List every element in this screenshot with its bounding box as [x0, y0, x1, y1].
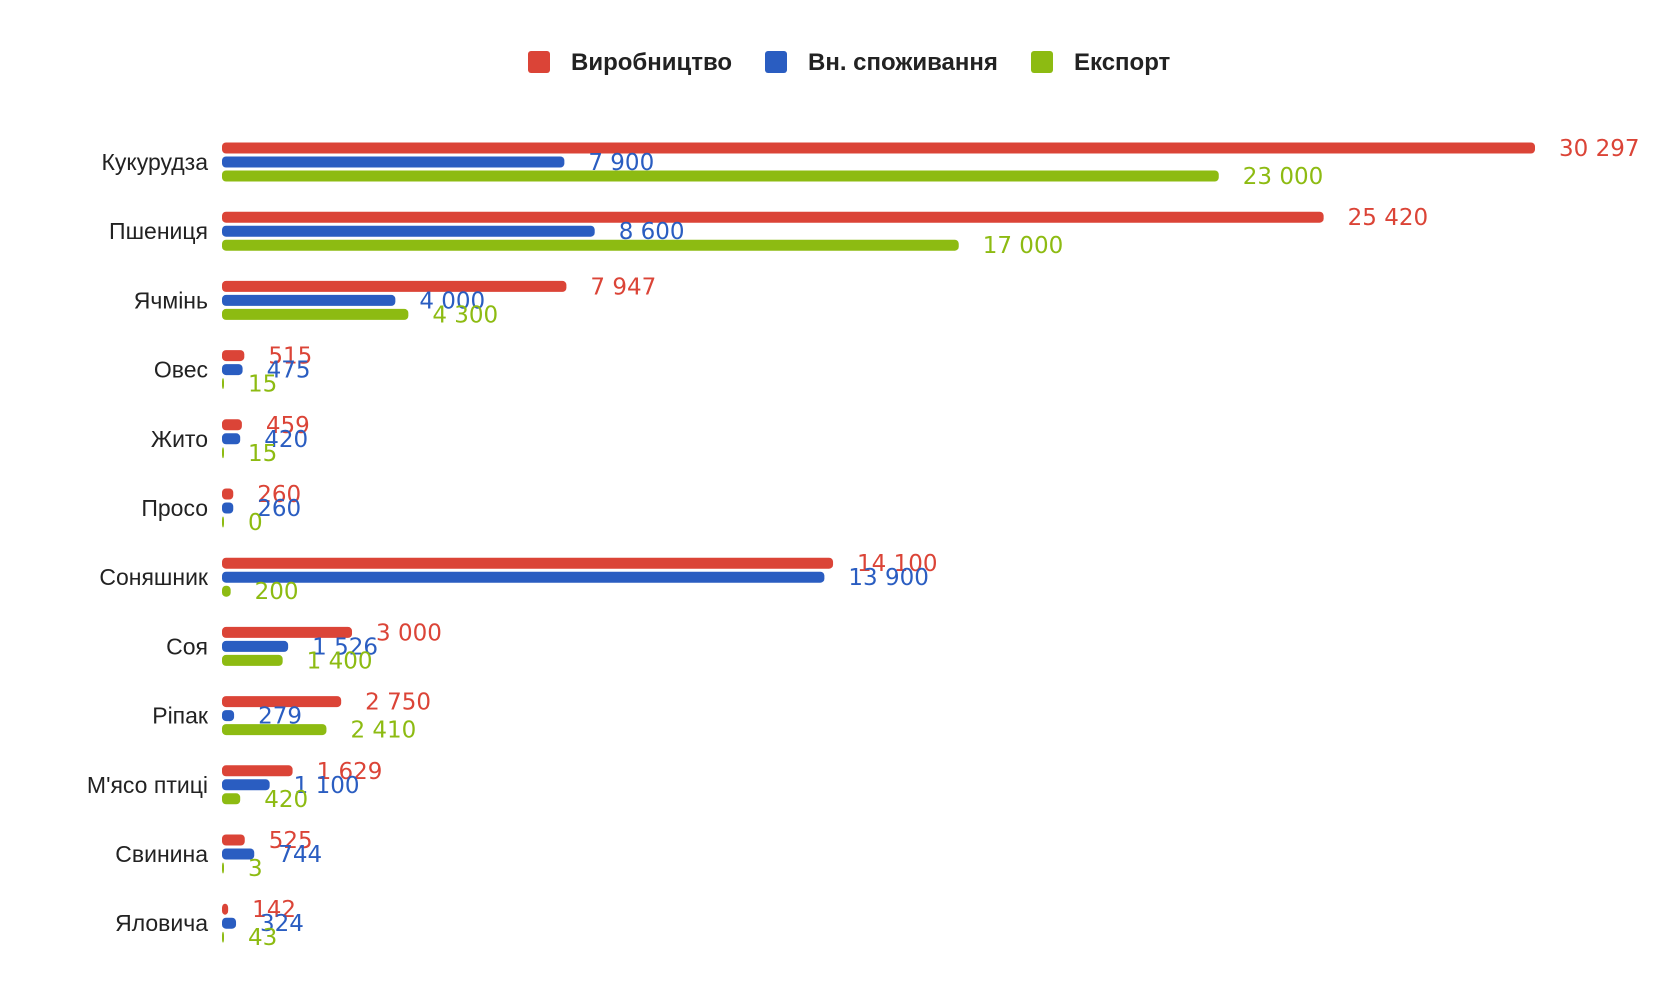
value-label-series-3: 0 [248, 510, 263, 536]
bar-series-3 [222, 308, 409, 320]
value-label-series-1: 25 420 [1348, 205, 1428, 231]
category-label: М'ясо птиці [87, 772, 208, 798]
bar-series-2 [222, 433, 241, 445]
value-label-series-3: 2 410 [350, 718, 416, 744]
value-label-series-1: 515 [268, 344, 312, 370]
legend-label-2: Вн. споживання [808, 49, 998, 76]
category-label: Яловича [115, 910, 208, 936]
value-label-series-1: 1 629 [317, 759, 383, 785]
bar-series-2 [222, 640, 289, 652]
value-label-series-2: 260 [257, 496, 301, 522]
bar-series-1 [222, 903, 229, 915]
bar-series-1 [222, 834, 245, 846]
value-label-series-2: 475 [267, 358, 311, 384]
bar-series-1 [222, 626, 353, 638]
value-label-series-2: 744 [278, 842, 322, 868]
bar-series-2 [222, 710, 235, 722]
value-label-series-2: 7 900 [588, 150, 654, 176]
bar-series-3 [222, 516, 224, 528]
bar-series-3 [222, 793, 241, 805]
bar-series-2 [222, 917, 237, 929]
category-label: Жито [151, 426, 208, 452]
value-label-series-2: 420 [264, 427, 308, 453]
bar-series-3 [222, 378, 224, 390]
legend-swatch-1 [528, 51, 550, 73]
legend: Виробництво Вн. споживання Експорт [528, 49, 1171, 76]
bar-series-3 [222, 585, 231, 597]
bar-series-1 [222, 765, 293, 777]
value-label-series-3: 17 000 [983, 233, 1063, 259]
bar-series-3 [222, 239, 959, 251]
bar-series-2 [222, 364, 243, 376]
legend-label-1: Виробництво [571, 49, 732, 76]
bar-series-3 [222, 931, 224, 943]
value-labels: 30 297 7 900 23 000 25 420 8 600 17 000 7 947 4… [248, 136, 1639, 951]
bar-series-1 [222, 488, 234, 500]
value-label-series-3: 200 [255, 579, 299, 605]
category-label: Просо [141, 495, 208, 521]
value-label-series-3: 23 000 [1243, 164, 1323, 190]
bar-series-3 [222, 862, 224, 874]
value-label-series-1: 260 [257, 482, 301, 508]
bar-series-2 [222, 779, 270, 791]
value-label-series-3: 43 [248, 925, 277, 951]
bar-series-1 [222, 142, 1535, 154]
bar-series-1 [222, 419, 242, 431]
value-label-series-1: 525 [269, 828, 313, 854]
category-label: Соя [166, 633, 208, 659]
value-label-series-1: 14 100 [857, 551, 937, 577]
bar-series-1 [222, 696, 342, 708]
category-label: Кукурудза [102, 149, 209, 175]
bar-series-3 [222, 724, 327, 736]
value-label-series-3: 15 [248, 372, 277, 398]
value-label-series-2: 13 900 [848, 565, 928, 591]
bar-series-2 [222, 848, 255, 860]
value-label-series-1: 142 [252, 897, 296, 923]
value-label-series-1: 30 297 [1559, 136, 1639, 162]
value-label-series-1: 2 750 [365, 690, 431, 716]
value-label-series-2: 279 [258, 704, 302, 730]
legend-swatch-3 [1031, 51, 1053, 73]
bar-series-1 [222, 350, 245, 362]
value-label-series-2: 324 [260, 911, 304, 937]
value-label-series-2: 8 600 [619, 219, 685, 245]
bar-series-3 [222, 654, 283, 666]
bar-series-2 [222, 156, 565, 168]
legend-swatch-2 [765, 51, 787, 73]
value-label-series-1: 459 [266, 413, 310, 439]
value-label-series-3: 4 300 [432, 302, 498, 328]
legend-label-3: Експорт [1074, 49, 1171, 76]
category-label: Свинина [115, 841, 208, 867]
bar-series-1 [222, 557, 834, 569]
value-label-series-3: 420 [264, 787, 308, 813]
value-label-series-3: 3 [248, 856, 263, 882]
category-label: Соняшник [99, 564, 209, 590]
category-label: Овес [154, 357, 208, 383]
bar-series-2 [222, 571, 825, 583]
category-axis-labels: Кукурудза Пшениця Ячмінь Овес Жито Просо Соняш… [87, 149, 209, 936]
bar-series-2 [222, 502, 234, 514]
value-label-series-3: 1 400 [307, 648, 373, 674]
category-label: Пшениця [109, 218, 208, 244]
value-label-series-2: 1 100 [294, 773, 360, 799]
bars [222, 142, 1535, 943]
category-label: Ріпак [152, 703, 209, 729]
value-label-series-1: 3 000 [376, 620, 442, 646]
category-label: Ячмінь [134, 287, 208, 313]
value-label-series-3: 15 [248, 441, 277, 467]
value-label-series-2: 4 000 [419, 288, 485, 314]
bar-series-1 [222, 211, 1324, 223]
bar-series-3 [222, 447, 224, 459]
bar-series-2 [222, 225, 595, 237]
bar-series-1 [222, 280, 567, 292]
bar-series-2 [222, 294, 396, 306]
value-label-series-1: 7 947 [590, 274, 656, 300]
value-label-series-2: 1 526 [312, 634, 378, 660]
bar-series-3 [222, 170, 1219, 182]
